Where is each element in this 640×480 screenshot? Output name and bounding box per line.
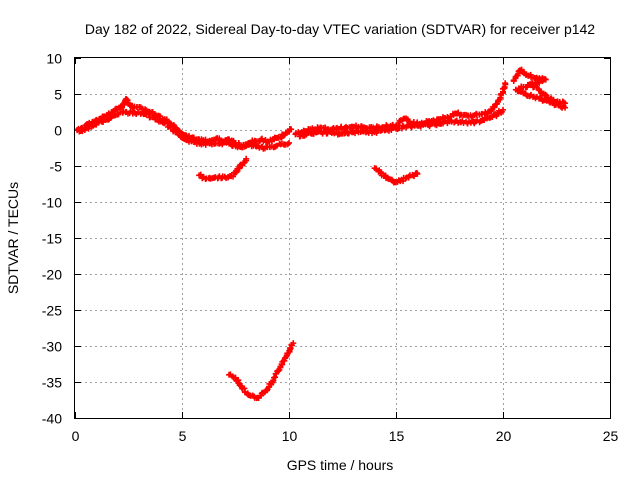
data-point: [562, 100, 569, 107]
grid: [75, 58, 610, 418]
y-tick-label: 0: [54, 123, 62, 139]
series-track-6: [510, 66, 569, 111]
y-axis-label: SDTVAR / TECUs: [5, 182, 21, 294]
y-tick-label: -15: [42, 231, 62, 247]
x-tick-label: 20: [496, 428, 512, 444]
data-point: [123, 96, 130, 103]
data-point: [500, 106, 506, 113]
axis-ticks: 0 5 10 15 20 25 -40 -35 -30 -25 -20 -15 -10 -5 0 5 10: [42, 51, 619, 445]
series-track-4b: [296, 106, 506, 140]
series-track-2: [196, 155, 250, 182]
y-tick-label: -25: [42, 303, 62, 319]
series-track-1b: [76, 108, 292, 152]
x-tick-label: 5: [179, 428, 187, 444]
y-tick-label: -35: [42, 375, 62, 391]
y-tick-label: -10: [42, 195, 62, 211]
chart-title: Day 182 of 2022, Sidereal Day-to-day VTE…: [85, 21, 595, 37]
data-point: [275, 368, 282, 375]
series-track-3: [226, 340, 297, 402]
x-tick-label: 15: [389, 428, 405, 444]
y-tick-label: -40: [42, 411, 62, 427]
data-point: [288, 126, 295, 133]
data-point: [491, 104, 498, 111]
x-tick-label: 25: [603, 428, 619, 444]
y-tick-label: -5: [50, 159, 63, 175]
x-tick-label: 10: [282, 428, 298, 444]
data-point: [243, 155, 250, 162]
data-point: [494, 110, 501, 117]
data-point: [230, 173, 237, 180]
data-point: [414, 170, 421, 177]
y-tick-label: 10: [46, 51, 62, 67]
data-point: [176, 130, 183, 137]
data-point: [286, 139, 292, 146]
series-track-5: [371, 165, 421, 186]
y-tick-label: -20: [42, 267, 62, 283]
x-axis-label: GPS time / hours: [287, 457, 394, 473]
data-points: [74, 66, 569, 402]
plot-frame: [74, 57, 611, 419]
y-tick-label: 5: [54, 87, 62, 103]
y-tick-label: -30: [42, 339, 62, 355]
series-track-4: [292, 80, 509, 138]
x-tick-label: 0: [72, 428, 80, 444]
data-point: [502, 80, 509, 87]
data-point: [290, 340, 297, 347]
